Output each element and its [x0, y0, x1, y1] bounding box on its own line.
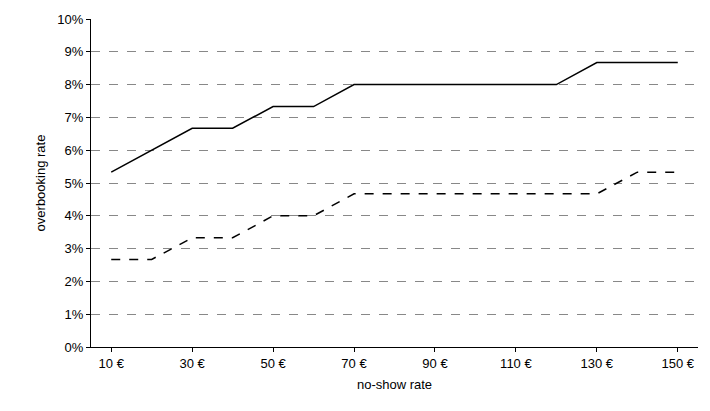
svg-text:90 €: 90 €	[422, 356, 448, 371]
svg-text:7%: 7%	[65, 110, 84, 125]
svg-text:130 €: 130 €	[581, 356, 614, 371]
svg-text:0%: 0%	[65, 340, 84, 355]
svg-text:overbooking rate: overbooking rate	[33, 135, 48, 232]
svg-text:4%: 4%	[65, 208, 84, 223]
svg-text:10 €: 10 €	[99, 356, 125, 371]
svg-text:30 €: 30 €	[180, 356, 206, 371]
svg-text:110 €: 110 €	[500, 356, 532, 371]
svg-text:5%: 5%	[65, 176, 84, 191]
svg-text:10%: 10%	[57, 12, 83, 27]
svg-text:50 €: 50 €	[260, 356, 286, 371]
svg-text:150 €: 150 €	[661, 356, 694, 371]
svg-text:8%: 8%	[65, 77, 84, 92]
svg-text:2%: 2%	[65, 274, 84, 289]
svg-text:6%: 6%	[65, 143, 84, 158]
svg-text:1%: 1%	[65, 307, 84, 322]
svg-text:9%: 9%	[65, 44, 84, 59]
svg-text:3%: 3%	[65, 241, 84, 256]
svg-text:no-show rate: no-show rate	[357, 377, 432, 392]
svg-text:70 €: 70 €	[341, 356, 367, 371]
